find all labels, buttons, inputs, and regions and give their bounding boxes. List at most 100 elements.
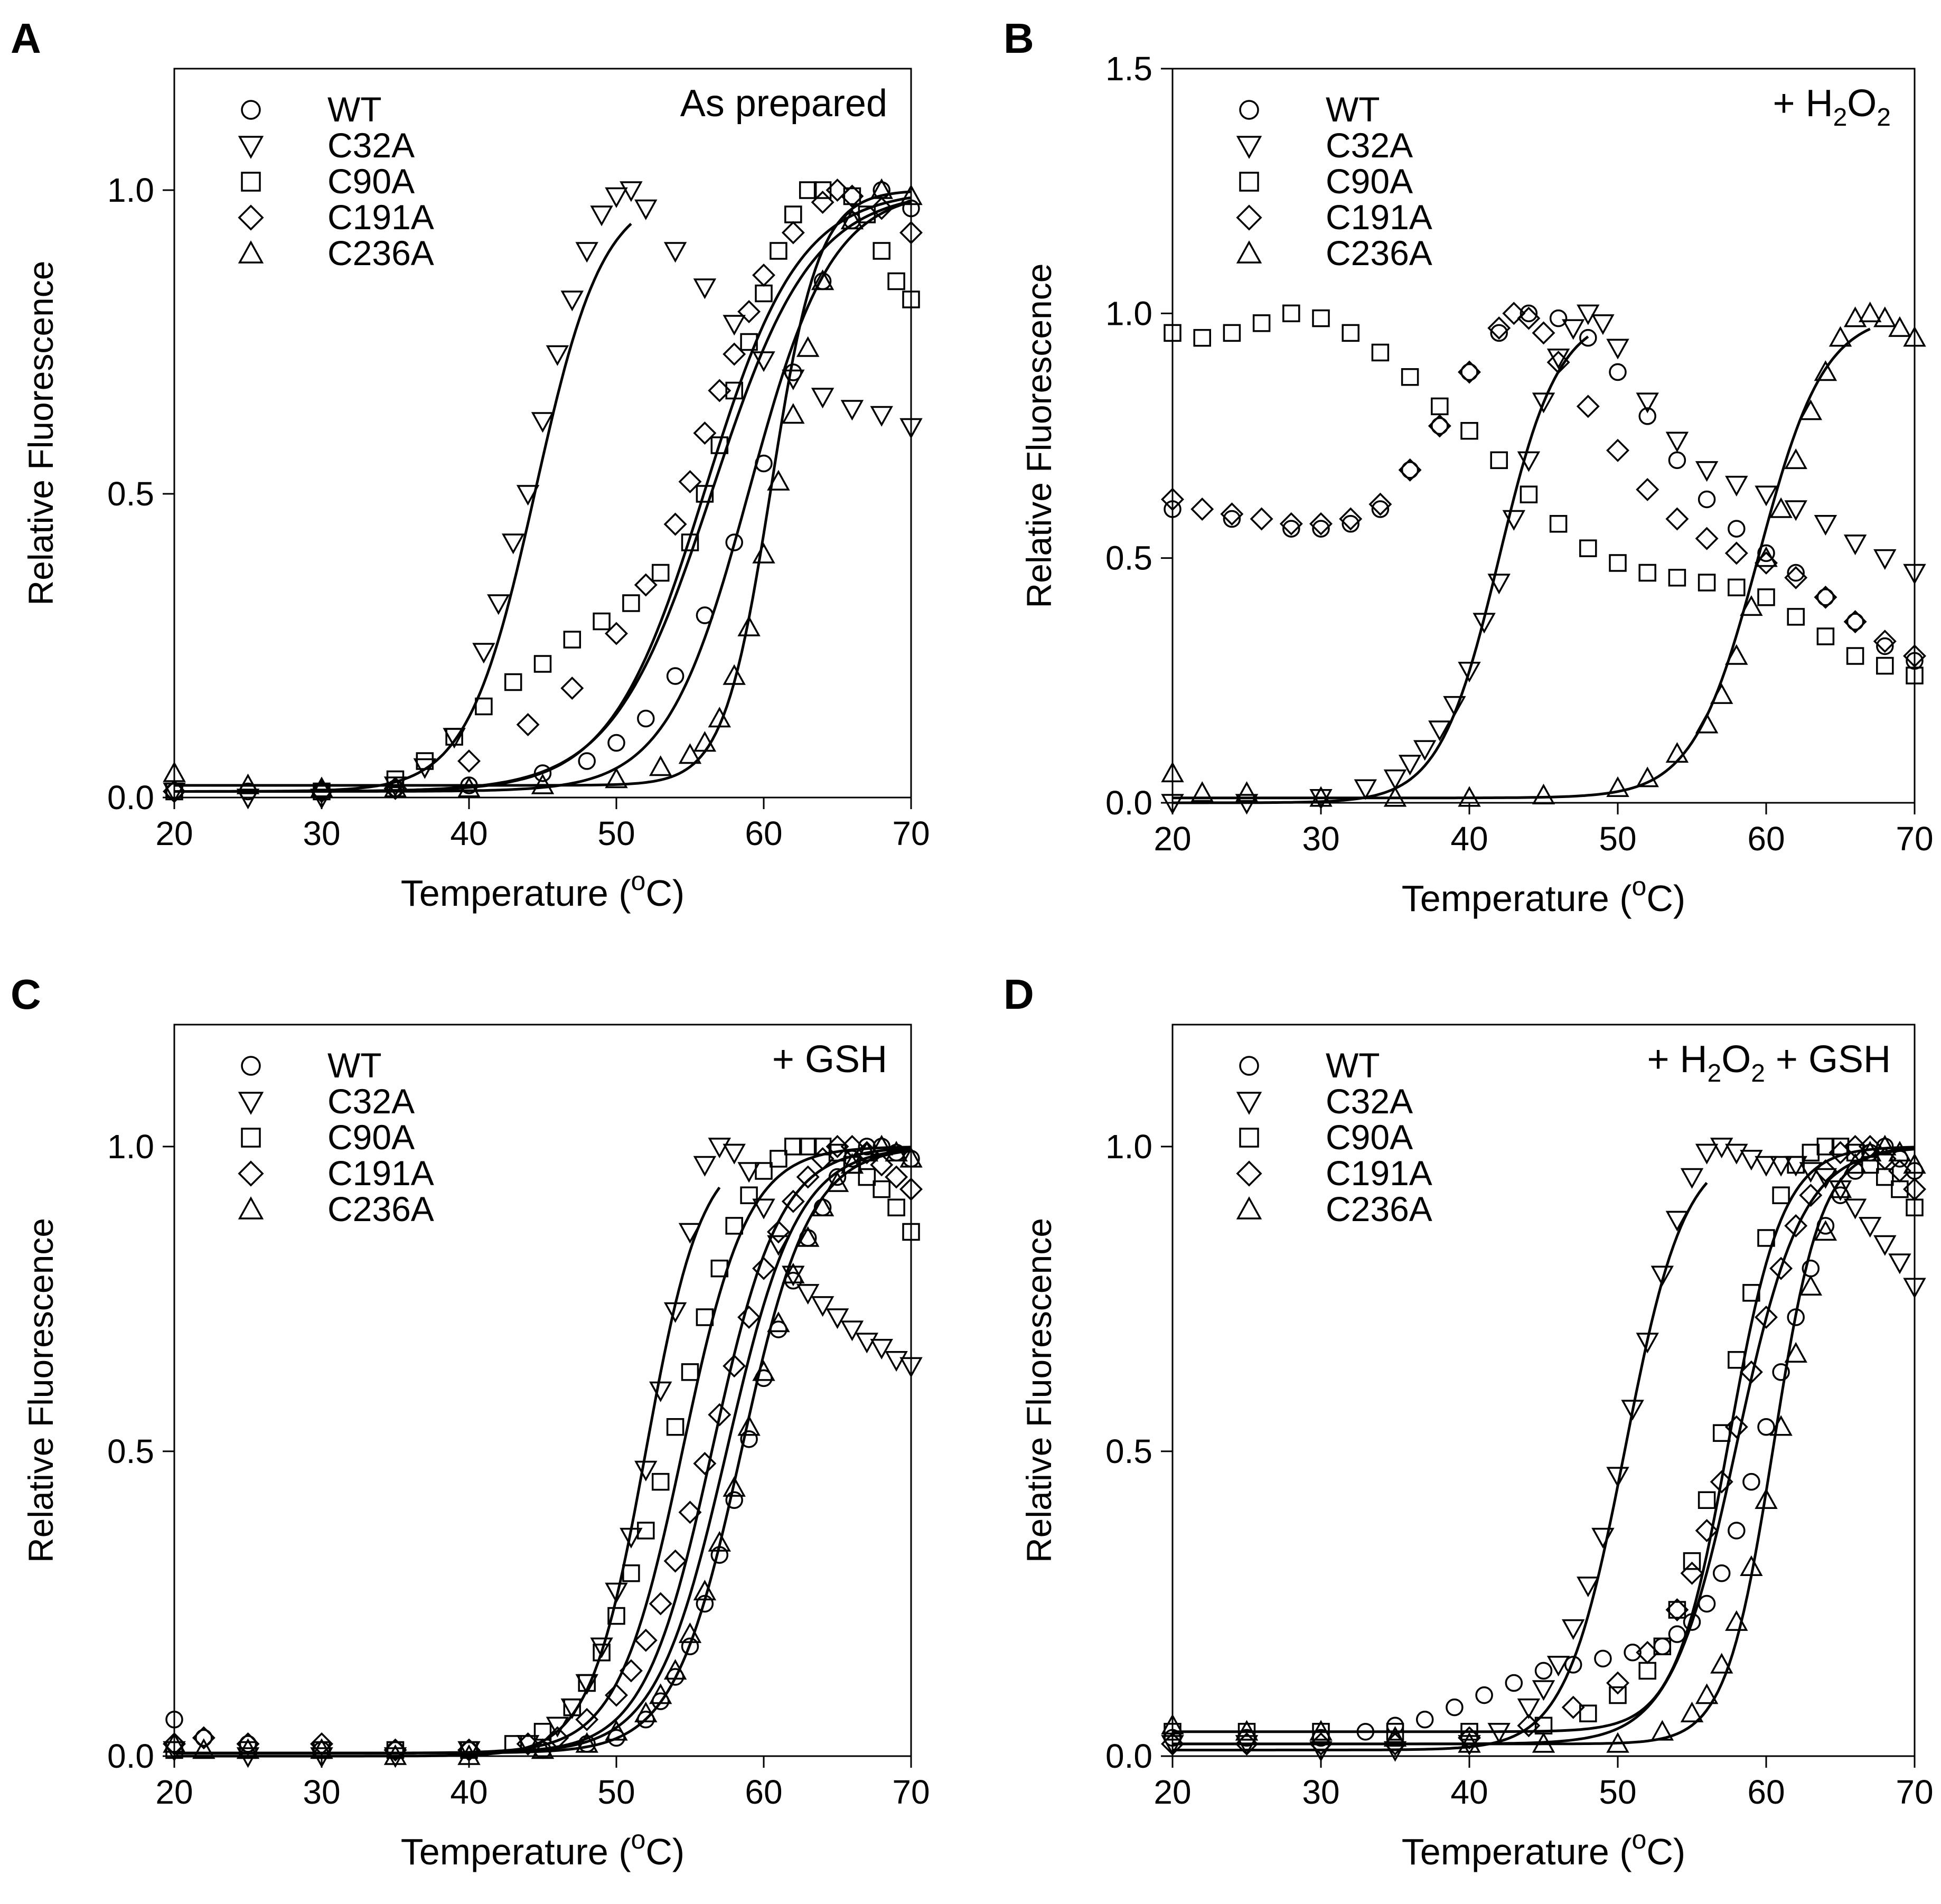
data-point-c191a — [1755, 1306, 1778, 1329]
data-point-c32a — [1383, 1741, 1407, 1762]
data-point-c236a — [1606, 776, 1629, 797]
data-point-c90a — [799, 181, 817, 199]
plot-frame — [1171, 1024, 1916, 1757]
data-point-c32a — [1814, 1168, 1837, 1189]
data-point-c32a — [1680, 1168, 1704, 1189]
data-point-wt — [1757, 1418, 1775, 1436]
data-point-c90a — [1653, 1637, 1672, 1655]
condition-annotation: + H2O2 + GSH — [1647, 1038, 1891, 1087]
data-point-wt — [1579, 329, 1597, 347]
data-point-c191a — [1532, 321, 1555, 345]
data-point-c191a — [1695, 1518, 1719, 1542]
data-point-c191a — [649, 1592, 672, 1616]
data-point-c191a — [1517, 1714, 1541, 1738]
x-tick-label: 20 — [155, 814, 193, 852]
data-point-c191a — [1161, 1732, 1184, 1756]
x-tick-label: 60 — [1747, 1773, 1785, 1811]
legend-label: WT — [327, 1046, 382, 1085]
subscript: 2 — [1708, 1059, 1722, 1087]
y-axis-label: Relative Fluorescence — [21, 1218, 60, 1563]
data-point-c32a — [708, 1138, 732, 1159]
data-point-c236a — [457, 1744, 481, 1765]
data-point-c90a — [681, 1363, 699, 1381]
data-point-c32a — [870, 1338, 893, 1360]
data-point-c32a — [1606, 1467, 1629, 1488]
data-point-c32a — [1636, 392, 1659, 414]
data-point-c236a — [693, 1580, 717, 1601]
legend-marker-c236a — [238, 240, 264, 264]
data-point-c32a — [1517, 451, 1541, 472]
data-point-c236a — [899, 184, 923, 205]
data-point-c236a — [737, 615, 761, 636]
data-point-c90a — [902, 1223, 920, 1241]
data-point-c236a — [663, 1659, 687, 1680]
data-point-c236a — [531, 1738, 555, 1759]
x-tick-label: 30 — [1302, 1773, 1339, 1811]
data-point-wt — [1401, 461, 1419, 479]
data-point-c191a — [693, 421, 717, 445]
panel-letter: C — [11, 971, 41, 1018]
y-tick-label: 1.0 — [1105, 294, 1152, 332]
data-point-c32a — [1651, 1265, 1674, 1287]
condition-annotation: + H2O2 — [1773, 82, 1891, 132]
x-axis-label: Temperature (oC) — [401, 866, 684, 914]
data-point-c32a — [1814, 515, 1837, 536]
data-point-wt — [725, 533, 743, 551]
data-point-c32a — [516, 485, 540, 506]
data-point-c32a — [605, 1582, 628, 1603]
x-tick-label: 60 — [745, 814, 782, 852]
data-point-c32a — [723, 1143, 746, 1165]
y-axis-label: Relative Fluorescence — [1019, 264, 1058, 608]
x-axis-label-text: Temperature ( — [401, 873, 631, 914]
data-point-c32a — [1858, 1217, 1882, 1238]
data-point-c191a — [1903, 1177, 1926, 1201]
data-point-c191a — [678, 470, 702, 493]
data-point-wt — [1683, 1613, 1701, 1631]
data-point-c32a — [1621, 1400, 1644, 1421]
y-tick-label: 0.0 — [1105, 784, 1152, 822]
data-point-c32a — [1413, 740, 1437, 761]
data-point-c191a — [899, 221, 923, 245]
legend-marker-c90a — [241, 172, 261, 192]
x-tick-label: 40 — [450, 1773, 487, 1811]
data-point-c191a — [1814, 585, 1837, 609]
legend-marker-c32a — [1236, 136, 1262, 159]
data-point-wt — [1698, 490, 1716, 509]
x-tick-label: 50 — [597, 814, 635, 852]
data-point-c90a — [1728, 578, 1746, 597]
data-point-c32a — [855, 1333, 879, 1354]
subscript: 2 — [1833, 104, 1848, 132]
data-point-c191a — [1161, 487, 1184, 511]
data-point-c32a — [649, 1381, 672, 1402]
data-point-c191a — [310, 780, 333, 803]
data-point-c191a — [575, 1708, 599, 1731]
x-tick-label: 70 — [892, 1773, 930, 1811]
data-point-c236a — [1695, 712, 1719, 734]
data-point-c191a — [752, 264, 775, 287]
data-point-c90a — [651, 564, 670, 582]
data-point-c32a — [546, 345, 569, 366]
data-point-c32a — [1517, 1698, 1541, 1720]
data-point-wt — [1668, 1625, 1686, 1643]
data-point-c236a — [1873, 306, 1897, 327]
data-point-c191a — [1398, 458, 1422, 482]
x-tick-label: 50 — [1599, 1773, 1636, 1811]
data-point-c90a — [1609, 1686, 1627, 1704]
data-point-c191a — [678, 1500, 702, 1524]
data-point-c236a — [1190, 781, 1214, 802]
data-point-c32a — [1458, 662, 1481, 683]
data-point-c236a — [1814, 1220, 1837, 1241]
data-point-c236a — [723, 664, 746, 685]
data-point-c32a — [1755, 485, 1778, 507]
data-point-c236a — [1829, 326, 1852, 347]
y-tick-label: 0.0 — [107, 1737, 154, 1775]
data-point-c90a — [593, 1644, 611, 1662]
data-point-c90a — [1906, 667, 1924, 684]
data-point-c191a — [383, 776, 407, 800]
data-point-c191a — [708, 379, 732, 402]
data-point-c32a — [796, 1284, 820, 1305]
data-point-c90a — [725, 1217, 743, 1235]
data-point-c90a — [887, 1198, 905, 1216]
data-point-c32a — [236, 789, 260, 810]
data-point-wt — [1371, 500, 1390, 518]
